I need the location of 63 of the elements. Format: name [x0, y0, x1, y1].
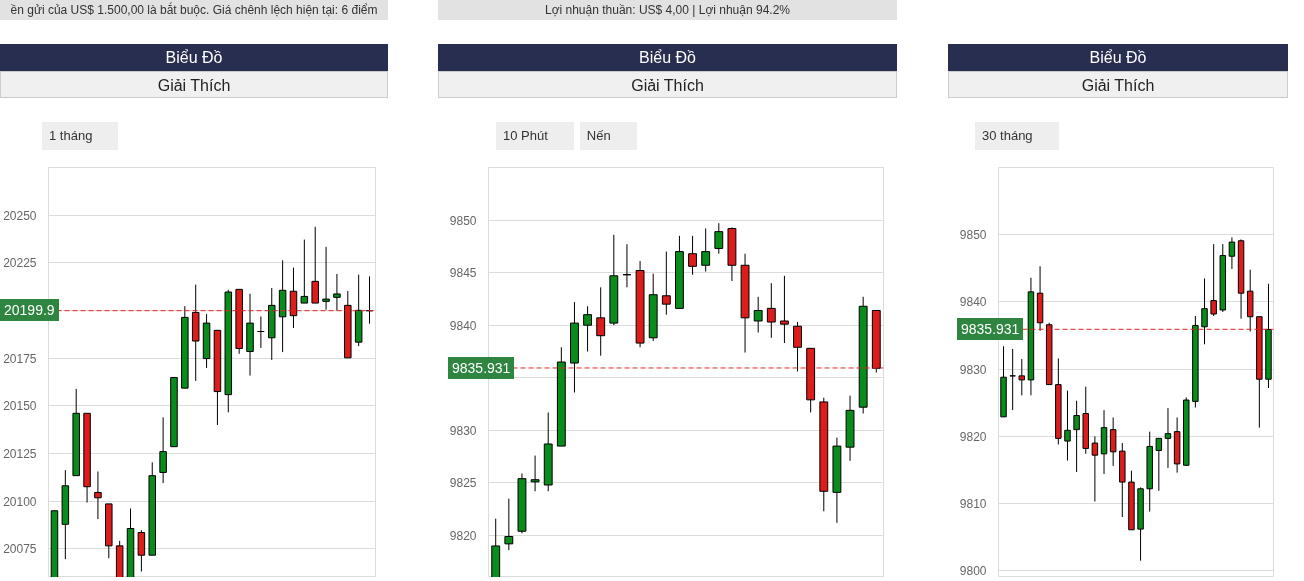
y-tick-label: 9825 [449, 476, 477, 491]
y-tick-label: 20100 [3, 494, 37, 509]
y-tick-label: 9845 [449, 266, 477, 281]
text: Giải Thích [438, 71, 897, 98]
candlestick [530, 455, 540, 492]
text: Giải Thích [948, 71, 1288, 98]
candlestick [1064, 390, 1071, 462]
candlestick [1201, 277, 1208, 345]
y-tick-label: 9830 [449, 423, 477, 438]
candlestick [1210, 243, 1217, 317]
y-tick-label: 9820 [449, 528, 477, 543]
candlestick [1164, 407, 1172, 469]
y-tick-label: 9840 [449, 318, 477, 333]
chart-title: Biểu Đồ [438, 44, 897, 71]
chart-subtitle: Lợi nhuận thuần: US$ 4,00 | Lợi nhuận 94.2% [438, 0, 897, 20]
candlestick [688, 235, 697, 276]
y-tick-label: 9810 [959, 497, 987, 512]
text: 30 tháng [975, 122, 1059, 150]
y-tick-label: 20175 [3, 351, 37, 366]
candlestick [596, 286, 606, 357]
candlestick [1009, 348, 1016, 411]
text: 10 Phút [496, 122, 574, 150]
candlestick [661, 251, 671, 316]
y-tick-label: 20125 [3, 447, 37, 462]
y-tick-label: 20250 [3, 208, 37, 223]
candlestick [322, 246, 330, 311]
candlestick [583, 305, 593, 352]
candlestick [1091, 435, 1099, 503]
candlestick [714, 222, 724, 255]
y-tick-label: 9800 [959, 564, 987, 579]
chart-title: Biểu Đồ [0, 44, 388, 71]
candlestick [333, 273, 341, 311]
text: Giải Thích [0, 71, 388, 98]
candlestick [753, 296, 763, 334]
ref-line-label: 9835.931 [448, 356, 515, 379]
y-tick-label: 9820 [959, 429, 987, 444]
ref-line-label: 9835.931 [957, 317, 1024, 340]
chart-title: Biểu Đồ [948, 44, 1288, 71]
y-tick-label: 20150 [3, 399, 37, 414]
candlestick [1018, 358, 1026, 396]
y-tick-label: 9850 [959, 228, 987, 243]
candlestick [1109, 417, 1117, 467]
chart-subtitle: ền gửi của US$ 1.500,00 là bắt buộc. Giá chênh lệch hiện tại: 6 điểm [0, 0, 388, 20]
text: Nến [579, 122, 637, 150]
candlestick [159, 416, 167, 484]
y-tick-label: 9840 [959, 295, 987, 310]
candlestick [504, 498, 514, 551]
candlestick [1073, 400, 1080, 473]
candlestick [137, 529, 146, 573]
y-tick-label: 20225 [3, 256, 37, 271]
candlestick [701, 227, 711, 273]
y-tick-label: 9850 [449, 213, 477, 228]
candlestick [300, 239, 309, 304]
candlestick [94, 470, 102, 520]
candlestick [1228, 236, 1236, 270]
candlestick [766, 282, 776, 339]
candlestick [311, 226, 319, 304]
text: 1 tháng [42, 122, 119, 150]
y-tick-label: 9830 [959, 362, 987, 377]
candlestick [1155, 437, 1163, 492]
ref-line-label: 20199.9 [0, 299, 59, 322]
candlestick [779, 275, 789, 344]
y-tick-label: 20075 [3, 542, 37, 557]
